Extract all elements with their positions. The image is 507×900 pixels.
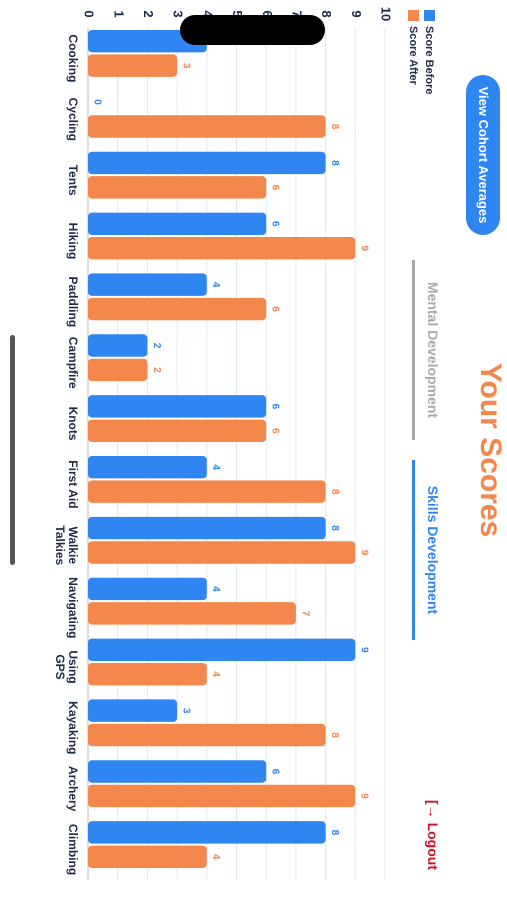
bar [87, 30, 207, 53]
bar [88, 821, 326, 844]
bar [87, 577, 207, 601]
bar [88, 237, 356, 260]
value-label: 4 [210, 586, 221, 592]
bar [87, 273, 207, 296]
y-tick-label: 5 [230, 10, 245, 17]
value-label: 2 [151, 367, 162, 373]
bar [87, 334, 148, 357]
bar [87, 456, 207, 479]
bar [88, 699, 178, 722]
value-label: 4 [210, 282, 221, 288]
value-label: 4 [210, 671, 221, 677]
bar [88, 115, 326, 138]
bar [87, 663, 207, 686]
legend-swatch [408, 10, 419, 21]
value-label: 8 [329, 830, 340, 836]
x-tick-label: Campfire [66, 336, 80, 389]
bar [88, 723, 326, 747]
value-label: 3 [180, 63, 191, 69]
x-tick-label: Paddling [66, 276, 80, 328]
y-tick-label: 6 [260, 10, 275, 17]
value-label: 6 [270, 306, 281, 312]
bar [88, 419, 267, 443]
y-tick-label: 1 [111, 10, 126, 17]
value-label: 8 [329, 525, 340, 531]
value-label: 9 [359, 550, 370, 556]
bar [88, 297, 267, 321]
value-label: 4 [210, 464, 221, 470]
legend-label: Score Before [423, 26, 435, 94]
bar [88, 395, 267, 418]
x-tick-label: Knots [66, 406, 80, 441]
bar [87, 358, 148, 382]
y-tick-label: 0 [82, 10, 97, 17]
bar [88, 516, 326, 540]
value-label: 2 [151, 343, 162, 349]
redaction [180, 15, 325, 45]
x-tick-label: Navigating [66, 577, 80, 639]
y-tick-label: 8 [319, 10, 334, 17]
x-tick-label: Kayaking [66, 701, 80, 755]
value-label: 7 [299, 611, 310, 617]
value-label: 6 [270, 769, 281, 775]
scrollbar [10, 335, 15, 565]
bar [88, 480, 326, 503]
x-tick-label: Climbing [66, 823, 80, 876]
value-label: 8 [329, 489, 340, 495]
bar [88, 784, 356, 808]
x-tick-label: First Aid [66, 460, 80, 509]
bar [88, 54, 178, 77]
y-tick-label: 3 [171, 10, 186, 17]
x-tick-label: Archery [66, 766, 80, 812]
y-tick-label: 10 [379, 7, 394, 21]
x-tick-label: Hiking [66, 222, 80, 260]
bar [88, 176, 267, 199]
value-label: 9 [359, 647, 370, 653]
value-label: 9 [359, 793, 370, 799]
x-tick-label: Tents [66, 164, 80, 196]
bar [88, 151, 326, 175]
bar [88, 602, 296, 625]
value-label: 8 [329, 124, 340, 130]
value-label: 6 [270, 221, 281, 227]
y-tick-label: 7 [289, 10, 304, 17]
x-tick-label: Cooking [66, 34, 80, 83]
y-tick-label: 9 [349, 10, 364, 17]
y-tick-label: 4 [200, 10, 215, 18]
value-label: 9 [359, 245, 370, 251]
legend-swatch [424, 10, 435, 21]
y-tick-label: 2 [141, 10, 156, 17]
value-label: 6 [270, 404, 281, 410]
bar [87, 845, 207, 868]
value-label: 6 [270, 428, 281, 434]
x-tick-label: Using GPS [53, 650, 80, 684]
value-label: 0 [91, 99, 102, 105]
value-label: 8 [329, 732, 340, 738]
value-label: 4 [210, 854, 221, 860]
legend-label: Score After [407, 26, 419, 86]
value-label: 3 [180, 708, 191, 714]
bar [88, 212, 267, 235]
value-label: 8 [329, 160, 340, 166]
value-label: 6 [270, 185, 281, 191]
bar [88, 541, 356, 564]
bar [88, 638, 356, 661]
x-tick-label: Walkie Talkies [53, 525, 80, 566]
bar [88, 760, 267, 783]
x-tick-label: Cycling [66, 97, 80, 141]
